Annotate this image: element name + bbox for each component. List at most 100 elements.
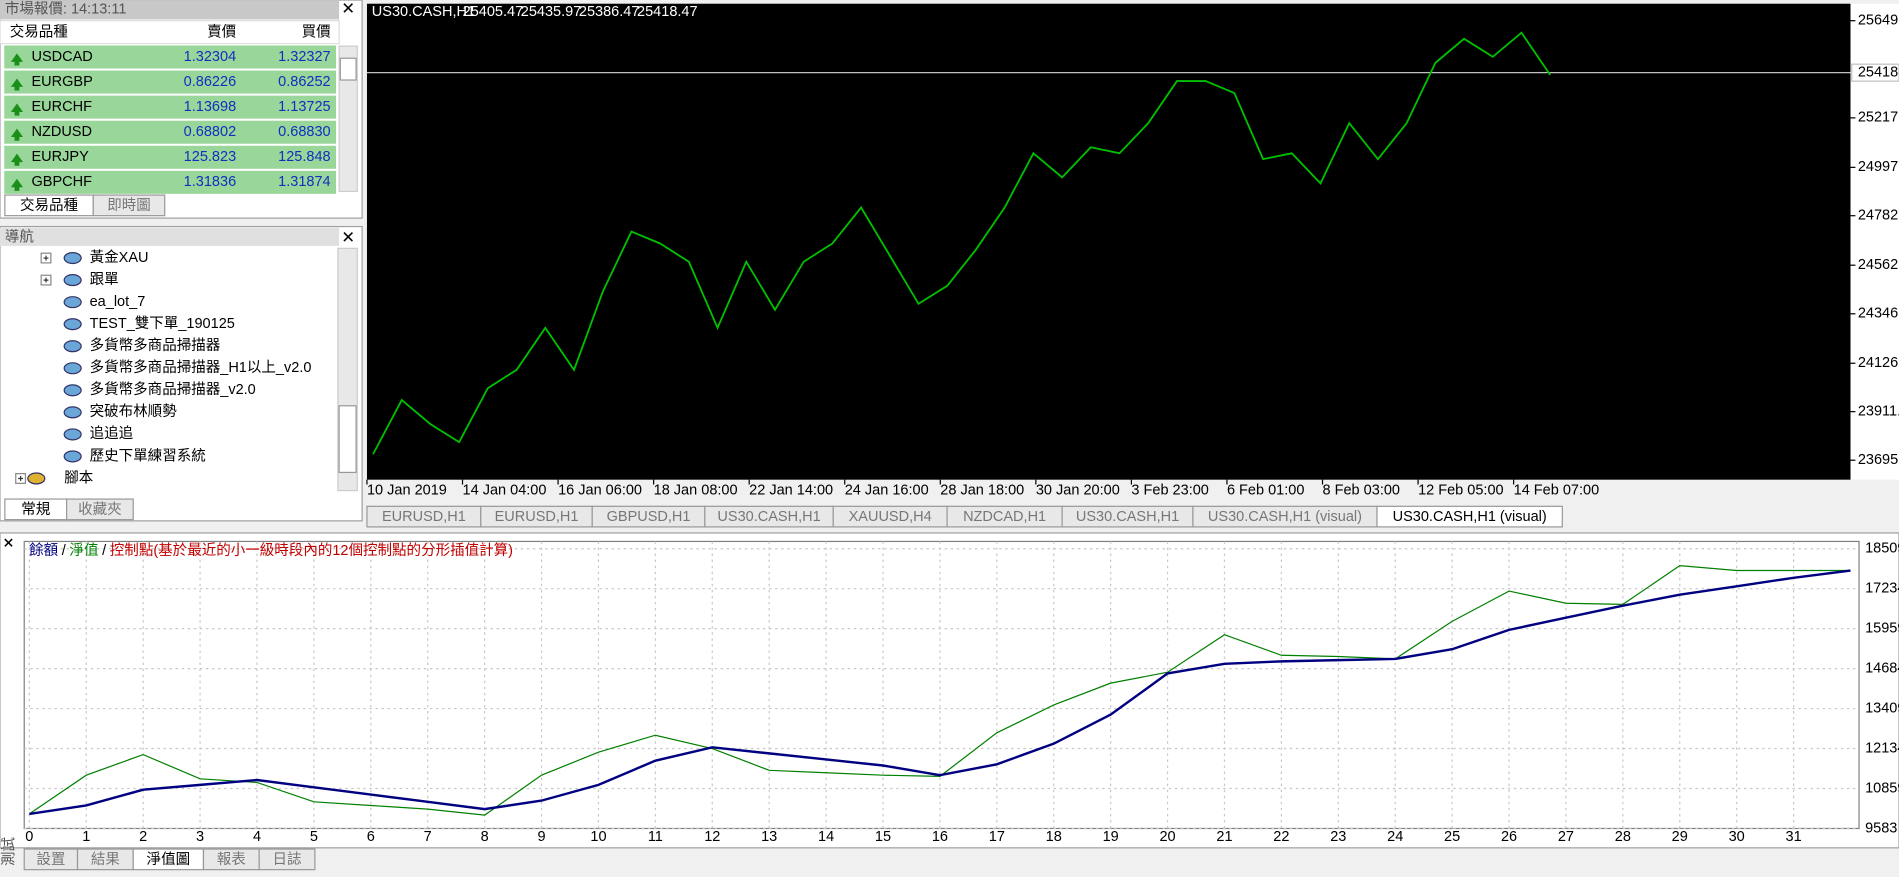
y-tick-label: 23911. (1858, 403, 1899, 419)
title-bar (0, 227, 340, 246)
symbol: EURCHF (31, 99, 92, 115)
ohlc-value: 25435.97 (521, 4, 582, 20)
panel-title: 市場報價: 14:13:11 (5, 1, 127, 18)
x-tick-label: 10 Jan 2019 (367, 482, 447, 498)
symbol-row[interactable] (3, 144, 338, 170)
tab-label[interactable]: GBPUSD,H1 (607, 509, 691, 525)
legend-note: 控制點(基於最近的小一級時段內的12個控制點的分形插值計算) (110, 542, 513, 559)
x-tick-label: 28 Jan 18:00 (940, 482, 1024, 498)
legend-separator: / (102, 543, 107, 559)
x-tick-label: 21 (1216, 829, 1232, 845)
x-tick-label: 6 (367, 829, 375, 845)
tab-label[interactable]: 即時圖 (107, 197, 151, 214)
tab-label[interactable]: NZDCAD,H1 (963, 509, 1046, 525)
legend-entry: 淨值 (69, 542, 98, 559)
ask-price: 1.31874 (278, 174, 330, 190)
x-tick-label: 22 Jan 14:00 (749, 482, 833, 498)
x-tick-label: 16 (932, 829, 948, 845)
x-tick-label: 22 (1273, 829, 1289, 845)
y-tick-label: 25649. (1858, 13, 1899, 29)
bid-price: 1.31836 (184, 174, 236, 190)
tab-label[interactable]: 日誌 (273, 851, 302, 868)
tab-label[interactable]: US30.CASH,H1 (visual) (1208, 509, 1362, 525)
symbol: EURJPY (31, 149, 89, 165)
navigator-item[interactable]: 突破布林順勢 (90, 403, 178, 420)
tab-label[interactable]: 收藏夾 (78, 501, 122, 518)
x-tick-label: 15 (875, 829, 891, 845)
tab-label[interactable]: US30.CASH,H1 (1076, 509, 1179, 525)
close-icons[interactable] (4, 3, 353, 547)
tab-label[interactable]: EURUSD,H1 (495, 509, 579, 525)
x-tick-label: 28 (1615, 829, 1631, 845)
symbol-row[interactable] (3, 44, 338, 70)
navigator-item[interactable]: 黃金XAU (90, 249, 149, 266)
tab[interactable] (66, 498, 134, 521)
ea-icon (63, 450, 82, 463)
navigator-item[interactable]: 多貨幣多商品掃描器_H1以上_v2.0 (90, 358, 312, 376)
x-tick-label: 10 (590, 829, 606, 845)
x-tick-label: 6 Feb 01:00 (1227, 482, 1304, 498)
scroll-thumb[interactable] (338, 405, 357, 474)
x-tick-label: 5 (310, 829, 318, 845)
symbol: USDCAD (31, 49, 92, 65)
x-tick-label: 26 (1501, 829, 1517, 845)
tab[interactable] (258, 848, 316, 871)
current-price-label: 25418. (1858, 65, 1899, 81)
symbol-row[interactable] (3, 94, 338, 120)
tab-label[interactable]: US30.CASH,H1 (visual) (1393, 509, 1547, 525)
navigator-item[interactable]: 腳本 (64, 469, 93, 486)
tab-label[interactable]: 常規 (21, 501, 51, 518)
x-tick-label: 1 (82, 829, 90, 845)
tab-label[interactable]: 淨值圖 (147, 851, 191, 868)
navigator-item[interactable]: ea_lot_7 (90, 294, 146, 310)
up-arrow-icon (10, 103, 24, 116)
x-tick-label: 2 (139, 829, 147, 845)
scrollbar (338, 45, 358, 193)
x-tick-label: 18 (1046, 829, 1062, 845)
symbol-row[interactable] (3, 169, 338, 196)
ask-price: 0.68830 (278, 124, 330, 140)
x-tick-label: 23 (1330, 829, 1346, 845)
equity-line (29, 569, 1851, 816)
ea-icon (27, 472, 46, 485)
chart-symbol: US30.CASH,H1 (372, 4, 475, 20)
tab-label[interactable]: 報表 (217, 851, 247, 868)
tab-label[interactable]: 結果 (91, 851, 120, 868)
bid-price: 1.13698 (184, 99, 236, 115)
tab-label[interactable]: US30.CASH,H1 (717, 509, 820, 525)
symbol-row[interactable] (3, 119, 338, 145)
ohlc-value: 25405.47 (463, 4, 524, 20)
y-tick-label: 14684 (1865, 660, 1899, 676)
navigator-item[interactable]: 多貨幣多商品掃描器_v2.0 (90, 380, 256, 398)
navigator-item[interactable]: 歷史下單練習系統 (90, 447, 206, 464)
ea-icon (63, 318, 82, 331)
up-arrow-icon (10, 78, 24, 91)
ohlc-value: 25418.47 (637, 4, 698, 20)
y-tick-label: 23695. (1858, 452, 1899, 468)
y-tick-label: 25217. (1858, 110, 1899, 126)
scroll-thumb[interactable] (339, 57, 357, 81)
up-arrow-icon (10, 153, 24, 166)
navigator-item[interactable]: TEST_雙下單_190125 (90, 315, 235, 332)
symbol: EURGBP (31, 74, 92, 90)
x-tick-label: 24 Jan 16:00 (845, 482, 929, 498)
tab-label[interactable]: EURUSD,H1 (382, 509, 466, 525)
x-tick-label: 14 Jan 04:00 (463, 482, 547, 498)
tab-label[interactable]: XAUUSD,H4 (849, 509, 932, 525)
navigator-item[interactable]: 追追追 (90, 425, 134, 442)
x-tick-label: 11 (648, 829, 663, 845)
tab-label[interactable]: 設置 (36, 851, 65, 868)
x-tick-label: 3 Feb 23:00 (1131, 482, 1208, 498)
symbol-row[interactable] (3, 69, 338, 95)
navigator-item[interactable]: 跟單 (90, 272, 119, 288)
panel-title: 導航 (5, 228, 35, 245)
navigator-item[interactable]: 多貨幣多商品掃描器 (90, 336, 221, 354)
tab[interactable] (1376, 505, 1563, 528)
ea-icon (63, 406, 82, 419)
bid-price: 0.68802 (184, 124, 236, 140)
x-tick-label: 13 (761, 829, 777, 845)
up-arrow-icon (10, 128, 24, 141)
tab[interactable] (92, 194, 166, 217)
tab-label[interactable]: 交易品種 (20, 196, 78, 214)
